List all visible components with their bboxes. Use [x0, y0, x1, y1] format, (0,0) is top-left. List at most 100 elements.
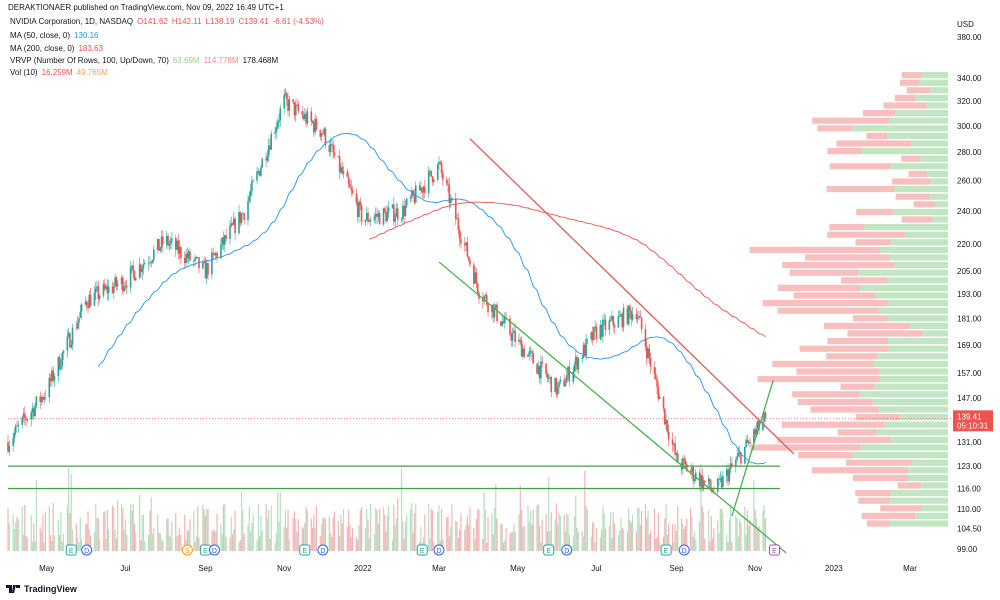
- profile-down-bar: [757, 376, 880, 383]
- volume-bar: [386, 515, 388, 551]
- axes: USD 380.00 340.00 320.00 300.00 280.00 260.00 2…: [39, 20, 993, 573]
- volume-bar: [139, 494, 141, 551]
- price-tick-label: 99.00: [957, 545, 978, 554]
- profile-up-bar: [859, 284, 948, 291]
- ma50-value: 130.16: [74, 31, 99, 40]
- volume-bar: [357, 539, 359, 551]
- candle-body: [737, 453, 740, 457]
- volume-bar: [150, 496, 152, 551]
- candle-body: [240, 213, 243, 223]
- volume-bar: [639, 524, 641, 551]
- candle-body: [40, 396, 43, 402]
- candle-body: [8, 445, 11, 452]
- time-tick-label: Sep: [198, 564, 213, 573]
- volume-bar: [582, 536, 585, 551]
- volume-bar: [475, 518, 478, 551]
- volume-bar: [349, 525, 351, 551]
- candle-body: [13, 432, 16, 439]
- volume-bar: [655, 538, 657, 551]
- candle-body: [403, 205, 405, 216]
- profile-down-bar: [901, 155, 921, 162]
- volume-bar: [557, 523, 559, 551]
- candle-body: [177, 240, 180, 254]
- volume-bar: [44, 511, 47, 551]
- volume-bar: [368, 537, 370, 551]
- volume-bar: [572, 537, 574, 551]
- volume-bar: [682, 523, 684, 551]
- volume-bar: [704, 538, 706, 551]
- volume-bar: [8, 523, 10, 551]
- candle-body: [84, 301, 87, 305]
- profile-up-bar: [888, 520, 948, 527]
- price-tick-label: 220.00: [957, 240, 982, 249]
- volume-bar: [429, 538, 431, 551]
- volume-bar: [358, 524, 360, 551]
- volume-bar: [167, 517, 169, 551]
- profile-down-bar: [810, 406, 879, 413]
- candle-body: [368, 221, 371, 223]
- profile-down-bar: [749, 246, 880, 253]
- volume-bar: [611, 538, 613, 551]
- volume-bar: [68, 467, 70, 551]
- candle-body: [626, 308, 629, 325]
- price-tick-label: 205.00: [957, 267, 982, 276]
- candle-body: [278, 120, 280, 123]
- volume-bar: [746, 510, 749, 551]
- candle-body: [378, 213, 381, 225]
- volume-bar: [406, 515, 408, 551]
- volume-bar: [230, 516, 232, 551]
- candle-body: [707, 478, 710, 483]
- profile-up-bar: [890, 163, 948, 170]
- profile-up-bar: [892, 208, 948, 215]
- volume-bar: [559, 515, 561, 551]
- volume-bar: [295, 519, 297, 551]
- volume-bar: [348, 510, 350, 551]
- candle-body: [429, 170, 431, 172]
- volume-bar: [567, 514, 569, 551]
- volume-bar: [240, 491, 243, 551]
- candle-body: [269, 145, 271, 150]
- volume-bar: [477, 509, 479, 551]
- volume-bar: [171, 521, 173, 551]
- price-tick-label: 116.00: [957, 485, 981, 494]
- low-value: L138.19: [205, 17, 235, 26]
- volume-bar: [509, 533, 511, 551]
- candle-body: [545, 363, 547, 375]
- candle-body: [621, 314, 624, 328]
- volume-bar: [695, 539, 697, 551]
- volume-bar: [180, 534, 182, 551]
- volume-bar: [142, 515, 145, 551]
- candle-body: [171, 238, 173, 242]
- volume-bar: [324, 518, 327, 551]
- profile-up-bar: [891, 490, 948, 497]
- candle-body: [105, 286, 107, 289]
- volume-bar: [686, 518, 688, 551]
- candle-body: [374, 214, 377, 217]
- candle-body: [275, 127, 278, 133]
- candle-body: [216, 252, 218, 258]
- candle-body: [16, 425, 18, 427]
- candle-body: [42, 396, 44, 400]
- candle-body: [667, 431, 670, 440]
- volume-bar: [379, 508, 381, 551]
- candle-body: [207, 263, 209, 275]
- candle-body: [142, 264, 145, 269]
- candle-body: [466, 242, 469, 257]
- event-marker-label: S: [185, 548, 190, 555]
- ma50-legend: MA (50, close, 0) 130.16: [10, 31, 103, 41]
- volume-bar: [532, 509, 534, 551]
- candle-body: [638, 315, 640, 318]
- volume-bar: [450, 526, 452, 551]
- candle-body: [376, 214, 378, 217]
- volume-bar: [400, 468, 403, 551]
- candle-body: [67, 333, 70, 337]
- candle-body: [160, 236, 163, 248]
- profile-down-bar: [855, 490, 892, 497]
- profile-down-bar: [894, 94, 916, 101]
- candle-body: [559, 379, 562, 382]
- volume-bar: [151, 533, 154, 551]
- candle-body: [274, 132, 276, 134]
- candle-body: [230, 223, 233, 227]
- volume-bar: [122, 508, 124, 551]
